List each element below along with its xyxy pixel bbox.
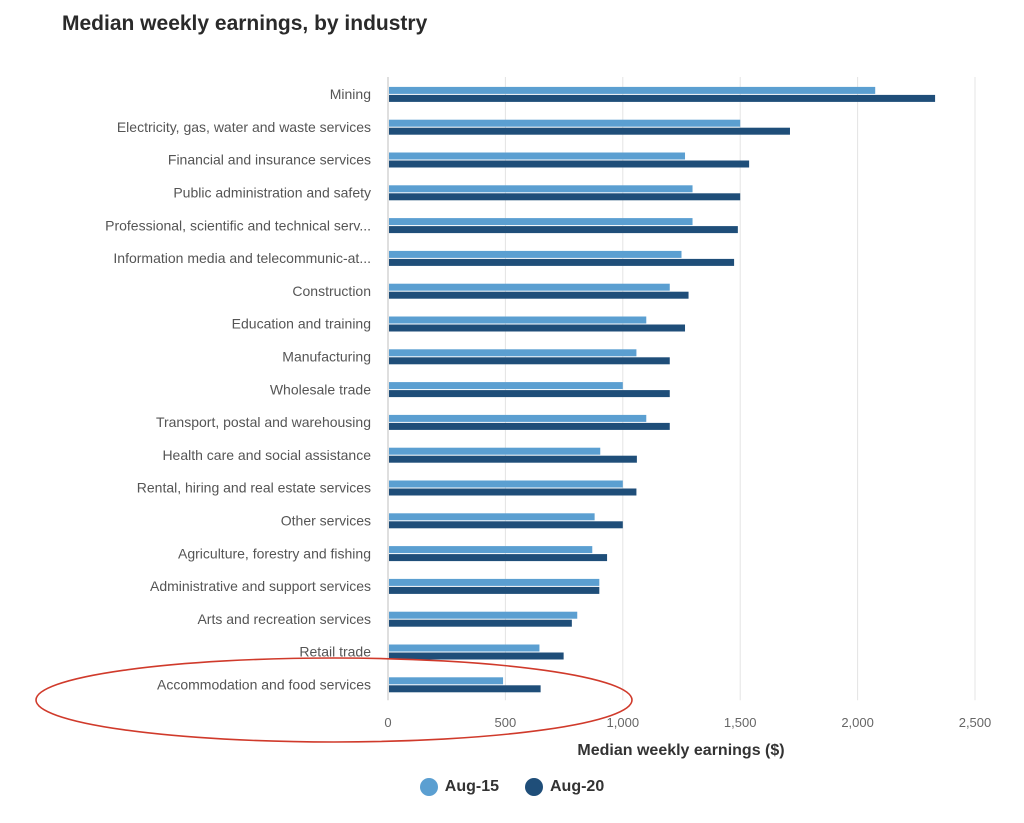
bar-aug-20-administrative-and-support-services[interactable] (389, 586, 600, 594)
legend: Aug-15 Aug-20 (0, 778, 1024, 796)
category-label: Agriculture, forestry and fishing (178, 545, 371, 561)
category-label: Financial and insurance services (168, 152, 371, 168)
category-label: Administrative and support services (150, 578, 371, 594)
chart-title: Median weekly earnings, by industry (62, 12, 428, 35)
bar-aug-15-education-and-training[interactable] (389, 316, 647, 324)
bar-aug-20-arts-and-recreation-services[interactable] (389, 619, 572, 627)
legend-swatch (419, 778, 438, 796)
category-label: Manufacturing (282, 349, 371, 365)
category-label: Education and training (232, 316, 371, 332)
bar-aug-20-retail-trade[interactable] (389, 652, 564, 660)
bars (389, 86, 936, 693)
bar-aug-20-transport-postal-and-warehousing[interactable] (389, 422, 670, 430)
category-label: Accommodation and food services (157, 677, 371, 693)
legend-label: Aug-20 (550, 778, 605, 795)
bar-aug-15-administrative-and-support-services[interactable] (389, 578, 600, 586)
highlight-ellipse (35, 657, 633, 743)
bar-aug-20-public-administration-and-safety[interactable] (389, 193, 741, 201)
category-label: Other services (281, 513, 371, 529)
bar-aug-20-information-media-and-telecommunic-at[interactable] (389, 258, 735, 266)
bar-aug-20-financial-and-insurance-services[interactable] (389, 160, 750, 168)
bar-aug-20-professional-scientific-and-technical-serv[interactable] (389, 226, 738, 234)
bar-aug-15-mining[interactable] (389, 86, 876, 94)
legend-label: Aug-15 (444, 778, 499, 795)
bar-aug-20-mining[interactable] (389, 94, 936, 102)
category-label: Electricity, gas, water and waste servic… (117, 119, 371, 135)
bar-aug-15-agriculture-forestry-and-fishing[interactable] (389, 546, 593, 554)
bar-aug-15-retail-trade[interactable] (389, 644, 540, 652)
category-label: Health care and social assistance (162, 447, 371, 463)
bar-aug-20-manufacturing[interactable] (389, 357, 670, 365)
x-axis-label: Median weekly earnings ($) (577, 742, 784, 759)
category-label: Retail trade (299, 644, 371, 660)
legend-swatch (525, 778, 543, 796)
category-label: Transport, postal and warehousing (156, 414, 371, 430)
bar-aug-15-public-administration-and-safety[interactable] (389, 185, 693, 193)
x-tick-label: 500 (495, 715, 517, 730)
bar-aug-15-information-media-and-telecommunic-at[interactable] (389, 250, 682, 258)
category-label: Information media and telecommunic-at... (113, 250, 371, 266)
bar-aug-20-agriculture-forestry-and-fishing[interactable] (389, 554, 608, 562)
bar-aug-15-rental-hiring-and-real-estate-services[interactable] (389, 480, 623, 488)
legend-item-aug-15[interactable]: Aug-15 (419, 778, 499, 796)
bar-aug-20-accommodation-and-food-services[interactable] (389, 685, 541, 693)
bar-aug-20-education-and-training[interactable] (389, 324, 686, 332)
bar-aug-20-other-services[interactable] (389, 521, 623, 529)
category-label: Arts and recreation services (197, 611, 371, 627)
category-label: Professional, scientific and technical s… (105, 217, 371, 233)
bar-aug-15-financial-and-insurance-services[interactable] (389, 152, 686, 160)
category-label: Public administration and safety (173, 185, 371, 201)
category-labels: Mining Electricity, gas, water and waste … (105, 86, 371, 692)
bar-aug-20-health-care-and-social-assistance[interactable] (389, 455, 637, 463)
x-tick-label: 2,500 (959, 715, 992, 730)
x-tick-labels: 0 500 1,000 1,500 2,000 2,500 (384, 715, 991, 730)
x-tick-label: 2,000 (841, 715, 874, 730)
category-label: Mining (330, 86, 371, 102)
bar-aug-15-other-services[interactable] (389, 513, 595, 521)
legend-item-aug-20[interactable]: Aug-20 (525, 778, 604, 796)
bar-aug-15-construction[interactable] (389, 283, 670, 291)
x-tick-label: 1,000 (607, 715, 640, 730)
bar-aug-15-professional-scientific-and-technical-serv[interactable] (389, 218, 693, 226)
category-label: Rental, hiring and real estate services (137, 480, 371, 496)
x-tick-label: 1,500 (724, 715, 757, 730)
bar-aug-15-health-care-and-social-assistance[interactable] (389, 447, 601, 455)
bar-aug-20-wholesale-trade[interactable] (389, 390, 670, 398)
bar-aug-20-rental-hiring-and-real-estate-services[interactable] (389, 488, 637, 496)
bar-aug-15-electricity-gas-water-and-waste-services[interactable] (389, 119, 741, 127)
bar-aug-20-construction[interactable] (389, 291, 689, 299)
bar-aug-15-transport-postal-and-warehousing[interactable] (389, 414, 647, 422)
bar-aug-15-arts-and-recreation-services[interactable] (389, 611, 578, 619)
category-label: Construction (292, 283, 371, 299)
bar-aug-15-accommodation-and-food-services[interactable] (389, 677, 504, 685)
bar-aug-15-manufacturing[interactable] (389, 349, 637, 357)
bar-aug-20-electricity-gas-water-and-waste-services[interactable] (389, 127, 790, 135)
x-tick-label: 0 (384, 715, 391, 730)
bar-aug-15-wholesale-trade[interactable] (389, 382, 623, 390)
category-label: Wholesale trade (270, 381, 371, 397)
